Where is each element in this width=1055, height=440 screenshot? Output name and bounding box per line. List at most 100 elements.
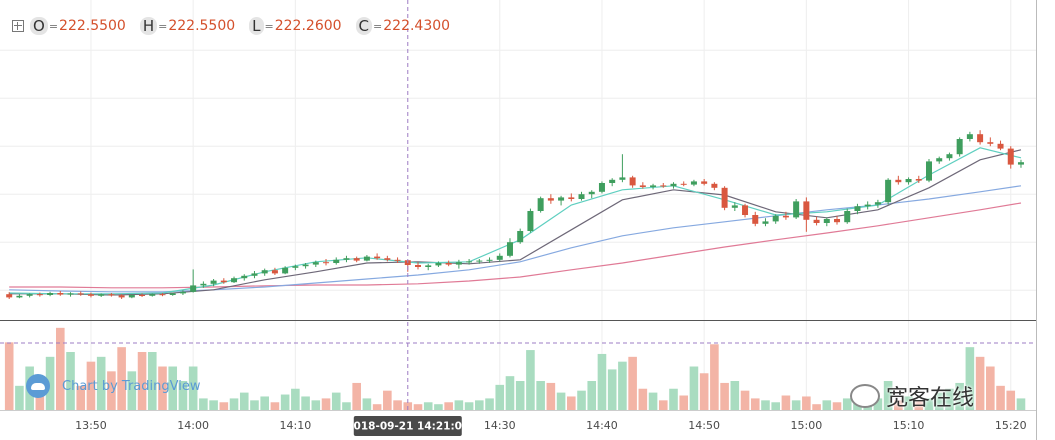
- candle-body: [588, 191, 595, 195]
- volume-bar: [679, 395, 689, 410]
- volume-bar: [199, 398, 208, 410]
- volume-bar: [1016, 398, 1026, 410]
- candle-body: [711, 183, 718, 188]
- candle-body: [394, 259, 401, 261]
- candle-body: [598, 183, 605, 192]
- ohlc-readout: O = 222.5500 H = 222.5500 L = 222.2600 C = 222.4300: [12, 15, 464, 37]
- candle-body: [128, 295, 135, 298]
- candle-body: [895, 179, 902, 183]
- candle-body: [537, 198, 544, 211]
- candle-body: [680, 183, 687, 185]
- candle-body: [77, 293, 84, 295]
- candle-body: [476, 260, 483, 262]
- candle-body: [333, 259, 340, 263]
- candle-body: [1007, 148, 1014, 165]
- volume-bar: [464, 402, 474, 410]
- volume-bar: [188, 366, 198, 410]
- candle-body: [16, 295, 23, 298]
- candle-body: [435, 263, 442, 266]
- candle-body: [547, 198, 554, 201]
- candle-body: [47, 293, 54, 295]
- candle-body: [179, 291, 186, 294]
- candle-body: [108, 294, 115, 296]
- candle-body: [977, 134, 984, 143]
- volume-bar: [352, 382, 361, 410]
- candle-body: [118, 295, 125, 298]
- volume-bar: [158, 366, 167, 410]
- candle-body: [997, 143, 1004, 149]
- candle-body: [210, 280, 217, 284]
- readout-separator: =: [373, 19, 383, 33]
- candle-body: [782, 215, 789, 218]
- x-tick-label: 15:00: [791, 419, 823, 432]
- candle-body: [915, 179, 922, 181]
- candle-body: [220, 280, 227, 283]
- candle-body: [67, 293, 74, 295]
- candle-body: [670, 183, 677, 187]
- candles: [6, 130, 1024, 299]
- candle-body: [374, 256, 381, 259]
- x-tick-label: 14:00: [177, 419, 209, 432]
- readout-item: H = 222.5500: [139, 17, 236, 35]
- volume-bar: [301, 396, 310, 410]
- volume-bar: [260, 396, 269, 410]
- volume-bar: [607, 369, 617, 410]
- candle-body: [98, 294, 105, 296]
- x-tick-label: 15:20: [995, 419, 1027, 432]
- candle-body: [660, 185, 667, 187]
- volume-bar: [699, 373, 709, 410]
- volume-bar: [413, 404, 423, 410]
- readout-separator: =: [158, 19, 168, 33]
- volume-bar: [934, 392, 944, 410]
- x-tick-label: 14:50: [688, 419, 720, 432]
- candle-body: [844, 211, 851, 223]
- candle-body: [721, 187, 728, 208]
- volume-bar: [505, 376, 515, 410]
- candle-body: [517, 231, 524, 243]
- candle-body: [323, 262, 330, 264]
- volume-bar: [117, 347, 126, 410]
- candle-body: [353, 258, 360, 261]
- volume-bar: [904, 396, 913, 410]
- candle-body: [312, 262, 319, 265]
- x-tick-label: 13:50: [75, 419, 107, 432]
- candle-body: [466, 261, 473, 263]
- volume-bar: [372, 404, 382, 410]
- readout-value: 222.5500: [168, 18, 236, 34]
- volume-bar: [147, 352, 157, 410]
- volume-bar: [945, 388, 954, 410]
- volume-bar: [924, 398, 934, 410]
- volume-bar: [822, 400, 832, 410]
- candle-body: [701, 181, 708, 184]
- volume-bar: [832, 402, 842, 410]
- volume-bar: [55, 327, 65, 410]
- candle-body: [384, 258, 391, 260]
- candle-body: [834, 219, 841, 223]
- volume-bar: [536, 381, 545, 410]
- volume-bar: [750, 398, 760, 410]
- moving-average-line: [9, 202, 1022, 289]
- volume-pane: [4, 327, 1026, 410]
- readout-label: O: [30, 17, 48, 35]
- moving-average-line: [9, 185, 1022, 293]
- volume-bar: [689, 366, 699, 410]
- crosshair-label-box: [353, 416, 462, 436]
- watermark-text: Chart by TradingView: [62, 378, 201, 394]
- volume-bar: [658, 400, 668, 410]
- candle-body: [803, 201, 810, 220]
- volume-bar: [566, 396, 576, 410]
- candle-body: [742, 205, 749, 215]
- candle-body: [619, 177, 626, 180]
- volume-bar: [781, 395, 791, 410]
- candle-body: [149, 294, 156, 296]
- volume-bar: [331, 392, 341, 410]
- readout-value: 222.2600: [274, 18, 342, 34]
- expand-icon[interactable]: [12, 20, 24, 32]
- candle-body: [568, 197, 575, 199]
- volume-bar: [423, 402, 433, 410]
- x-tick-label: 15:10: [893, 419, 925, 432]
- candle-body: [26, 294, 33, 296]
- volume-bar: [986, 366, 995, 410]
- candle-body: [190, 285, 197, 292]
